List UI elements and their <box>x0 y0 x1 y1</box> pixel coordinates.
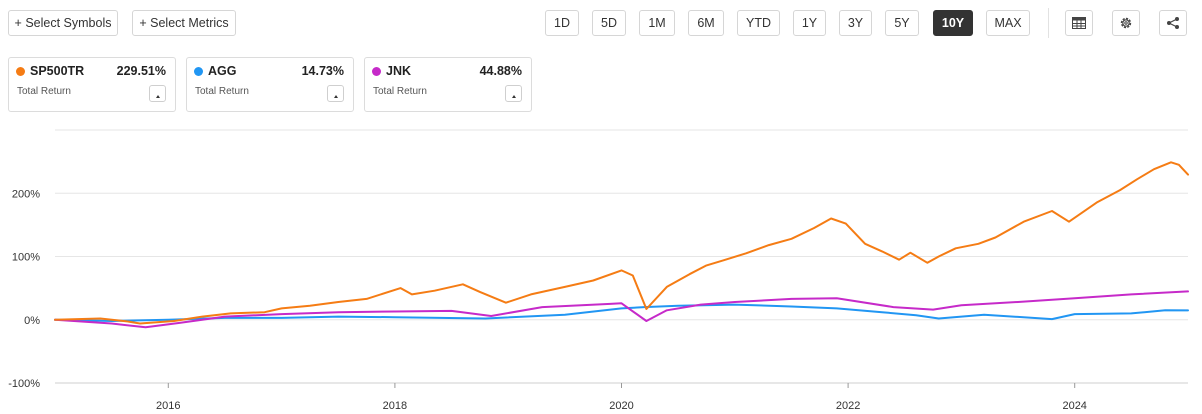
metric-label: Total Return <box>195 86 249 97</box>
symbol-name: SP500TR <box>30 64 85 78</box>
share-icon <box>1167 17 1179 29</box>
mini-chart-toggle-icon[interactable] <box>149 85 166 102</box>
y-tick-label: 200% <box>12 188 40 200</box>
x-tick-label: 2020 <box>609 400 633 412</box>
y-tick-label: 100% <box>12 252 40 264</box>
x-tick-label: 2024 <box>1062 400 1086 412</box>
gear-icon <box>1120 17 1132 29</box>
table-view-button[interactable] <box>1065 10 1093 36</box>
series-color-dot <box>194 67 203 76</box>
range-5y-button[interactable]: 5Y <box>885 10 919 36</box>
symbol-card-jnk[interactable]: JNK 44.88% Total Return <box>364 57 532 112</box>
range-10y-button[interactable]: 10Y <box>933 10 973 36</box>
range-3y-button[interactable]: 3Y <box>839 10 872 36</box>
table-icon <box>1072 17 1086 29</box>
mini-chart-toggle-icon[interactable] <box>327 85 344 102</box>
total-return-value: 229.51% <box>116 64 166 78</box>
range-6m-button[interactable]: 6M <box>688 10 724 36</box>
symbol-card-sp500tr[interactable]: SP500TR 229.51% Total Return <box>8 57 176 112</box>
range-1m-button[interactable]: 1M <box>639 10 675 36</box>
mini-chart-toggle-icon[interactable] <box>505 85 522 102</box>
metric-label: Total Return <box>17 86 71 97</box>
select-symbols-button[interactable]: + Select Symbols <box>8 10 118 36</box>
toolbar-divider <box>1048 8 1049 38</box>
y-tick-label: -100% <box>8 378 40 390</box>
range-ytd-button[interactable]: YTD <box>737 10 780 36</box>
series-line-jnk <box>54 290 1189 329</box>
series-line-sp500tr <box>54 161 1189 325</box>
series-color-dot <box>16 67 25 76</box>
range-max-button[interactable]: MAX <box>986 10 1030 36</box>
x-tick-label: 2016 <box>156 400 180 412</box>
series-line-agg <box>54 303 1189 322</box>
x-tick-label: 2022 <box>836 400 860 412</box>
range-5d-button[interactable]: 5D <box>592 10 626 36</box>
range-1y-button[interactable]: 1Y <box>793 10 826 36</box>
share-button[interactable] <box>1159 10 1187 36</box>
symbol-card-agg[interactable]: AGG 14.73% Total Return <box>186 57 354 112</box>
metric-label: Total Return <box>373 86 427 97</box>
x-tick-label: 2018 <box>383 400 407 412</box>
series-color-dot <box>372 67 381 76</box>
symbol-name: JNK <box>386 64 412 78</box>
y-tick-label: 0% <box>24 315 40 327</box>
total-return-value: 14.73% <box>301 64 344 78</box>
select-metrics-button[interactable]: + Select Metrics <box>132 10 236 36</box>
settings-button[interactable] <box>1112 10 1140 36</box>
symbol-name: AGG <box>208 64 237 78</box>
range-1d-button[interactable]: 1D <box>545 10 579 36</box>
total-return-value: 44.88% <box>479 64 522 78</box>
